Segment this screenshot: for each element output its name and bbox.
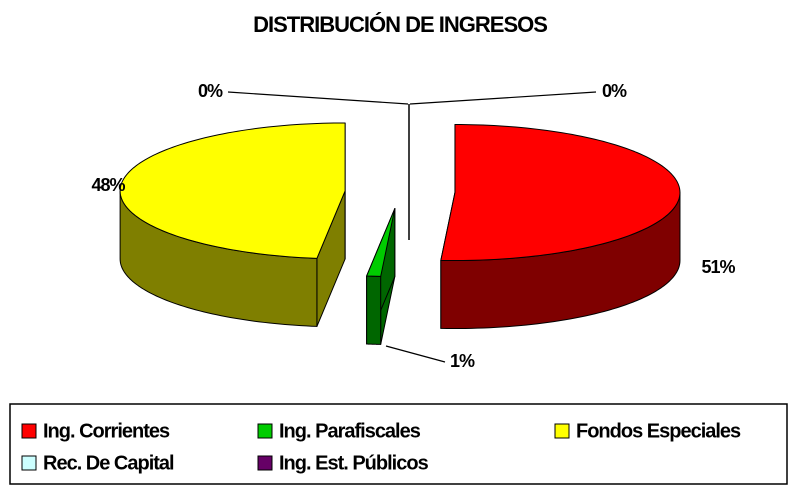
legend-label: Fondos Especiales	[576, 420, 741, 442]
legend-swatch	[554, 423, 570, 439]
legend-label: Rec. De Capital	[43, 452, 174, 474]
legend-swatch	[257, 423, 273, 439]
legend-label: Ing. Parafiscales	[279, 420, 421, 442]
leader-line	[227, 91, 409, 105]
data-label: 48%	[91, 175, 125, 195]
slice-top	[119, 122, 346, 259]
data-label: 0%	[602, 81, 627, 101]
slice-wall	[366, 275, 382, 345]
data-label: 1%	[450, 351, 475, 371]
legend-swatch	[21, 423, 37, 439]
data-label: 0%	[198, 81, 223, 101]
slice-top	[440, 124, 681, 262]
chart-title: DISTRIBUCIÓN DE INGRESOS	[253, 12, 547, 37]
slice-top	[366, 208, 396, 277]
legend-swatch	[21, 455, 37, 471]
leader-line	[409, 91, 597, 105]
legend-box	[9, 403, 788, 485]
legend-label: Ing. Corrientes	[43, 420, 170, 442]
legend-swatch	[257, 455, 273, 471]
legend-label: Ing. Est. Públicos	[279, 452, 429, 474]
data-label: 51%	[701, 257, 735, 277]
leader-line	[385, 345, 446, 363]
